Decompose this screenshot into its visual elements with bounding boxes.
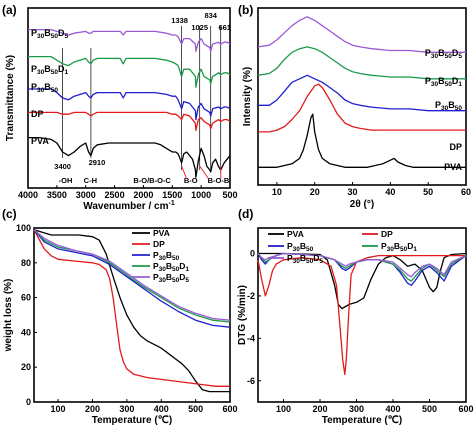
ftir-y-axis-label: Transmittance (%) — [5, 55, 16, 141]
ftir-x-tick-label: 3500 — [47, 190, 67, 200]
tga-y-axis-label: weight loss (%) — [3, 279, 14, 353]
xrd-x-tick-label: 30 — [348, 187, 358, 197]
xrd-y-axis-label: Intensity (%) — [242, 67, 253, 126]
ftir-x-tick-label: 1500 — [162, 190, 182, 200]
xrd-series-label: DP — [449, 142, 462, 152]
xrd-x-tick-label: 60 — [461, 187, 471, 197]
dtg-x-tick-label: 400 — [386, 404, 401, 414]
xrd-line-P30B50D5 — [258, 17, 466, 53]
ftir-x-tick-label: 3000 — [76, 190, 96, 200]
tga-x-tick-label: 300 — [119, 404, 134, 414]
tga-y-tick-label: 100 — [16, 223, 31, 233]
xrd-x-tick-label: 40 — [385, 187, 395, 197]
tga-line-PVA — [34, 230, 230, 392]
dtg-legend-label: P30B50D1 — [381, 241, 417, 253]
ftir-peak-label: 1025 — [191, 23, 208, 32]
tga-y-tick-label: 0 — [26, 397, 31, 407]
dtg-y-tick-label: -2 — [247, 291, 255, 301]
dtg-legend-label: DP — [381, 229, 393, 239]
ftir-group-label: B-O-B — [208, 176, 230, 185]
dtg-x-tick-label: 500 — [422, 404, 437, 414]
tga-line-DP — [34, 230, 230, 387]
ftir-series-label: DP — [31, 109, 44, 119]
dtg-x-tick-label: 300 — [349, 404, 364, 414]
ftir-peak-label: 1338 — [171, 16, 188, 25]
tga-plot: 100 200 300 400 500 600 0 20 40 60 80 100 Temperatur… — [3, 223, 238, 426]
ftir-series-label: P30B50 — [31, 82, 58, 94]
tga-y-tick-label: 40 — [21, 327, 31, 337]
dtg-x-tick-label: 100 — [276, 404, 291, 414]
dtg-y-tick-label: -6 — [247, 376, 255, 386]
dtg-y-tick-label: 0 — [250, 248, 255, 258]
dtg-x-tick-label: 200 — [313, 404, 328, 414]
tga-x-tick-label: 100 — [51, 404, 66, 414]
xrd-x-tick-label: 20 — [310, 187, 320, 197]
xrd-x-tick-label: 50 — [423, 187, 433, 197]
ftir-series-label: P30B50D5 — [31, 28, 68, 40]
dtg-y-axis-label: DTG (%/min) — [237, 285, 248, 345]
ftir-plot: 4000 3500 3000 2500 2000 1500 1000 500 Wavenumbe… — [5, 8, 238, 212]
tga-y-tick-label: 20 — [21, 362, 31, 372]
tga-x-tick-label: 500 — [188, 404, 203, 414]
dtg-plot: 100 200 300 400 500 600 0 -2 -4 -6 Temperature (℃)… — [237, 228, 474, 426]
tga-x-axis-label: Temperature (℃) — [92, 415, 173, 426]
ftir-series-label: PVA — [31, 136, 49, 146]
ftir-group-label: C-H — [84, 176, 97, 185]
dtg-legend-label: P30B50D5 — [287, 253, 323, 265]
dtg-y-tick-label: -4 — [247, 333, 255, 343]
ftir-peak-label: 3400 — [54, 162, 71, 171]
xrd-plot: 10 20 30 40 50 60 2θ (°) Intensity (%) P30B50D5 P… — [242, 8, 471, 210]
dtg-x-axis-label: Temperature (℃) — [322, 415, 403, 426]
tga-x-tick-label: 600 — [222, 404, 237, 414]
dtg-legend-label: P30B50 — [287, 241, 314, 253]
ftir-group-label: B-O/B-O-C — [133, 176, 171, 185]
tga-legend-label: DP — [153, 239, 165, 249]
dtg-legend-label: PVA — [287, 229, 304, 239]
tga-x-tick-label: 400 — [154, 404, 169, 414]
xrd-frame — [258, 8, 466, 185]
xrd-x-axis-label: 2θ (°) — [350, 199, 374, 210]
ftir-x-axis-label: Wavenumber / cm-1 — [83, 200, 175, 212]
ftir-x-tick-label: 1000 — [191, 190, 211, 200]
panel-letter-b: (b) — [238, 3, 253, 17]
panel-letter-c: (c) — [2, 207, 17, 221]
tga-y-tick-label: 80 — [21, 258, 31, 268]
ftir-x-tick-label: 4000 — [18, 190, 38, 200]
panel-letter-d: (d) — [238, 207, 253, 221]
ftir-peak-label: 2910 — [89, 158, 106, 167]
tga-x-tick-label: 200 — [85, 404, 100, 414]
ftir-x-tick-label: 500 — [222, 190, 237, 200]
xrd-series-label: P30B50D5 — [425, 48, 462, 60]
dtg-line-DP — [258, 256, 466, 375]
tga-y-tick-label: 60 — [21, 293, 31, 303]
ftir-arrow — [200, 166, 209, 179]
ftir-group-label: -OH — [59, 176, 73, 185]
ftir-peak-label: 661 — [218, 23, 231, 32]
dtg-x-tick-label: 600 — [458, 404, 473, 414]
xrd-series-label: P30B50D1 — [425, 76, 462, 88]
ftir-x-tick-label: 2000 — [133, 190, 153, 200]
tga-legend-label: PVA — [153, 228, 170, 238]
xrd-x-tick-label: 10 — [272, 187, 282, 197]
tga-legend-label: P30B50D5 — [153, 272, 189, 284]
ftir-x-tick-label: 2500 — [105, 190, 125, 200]
xrd-series-label: PVA — [444, 162, 462, 172]
ftir-peak-label: 834 — [204, 11, 217, 20]
panel-letter-a: (a) — [2, 3, 17, 17]
